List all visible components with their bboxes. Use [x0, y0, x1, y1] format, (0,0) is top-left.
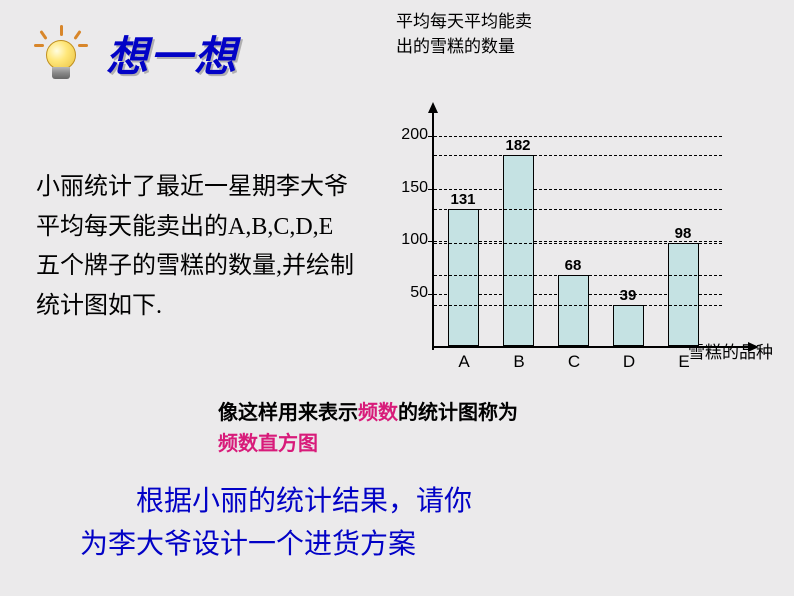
- bar-value-label: 182: [498, 137, 538, 154]
- bar-top-dash: [434, 243, 722, 244]
- y-tick-label: 100: [396, 231, 428, 249]
- y-axis-arrow-icon: [428, 102, 438, 113]
- x-category-label: C: [559, 352, 589, 372]
- y-tick-label: 200: [396, 126, 428, 144]
- header: 想一想: [36, 22, 238, 84]
- bar: [503, 155, 534, 346]
- bar-chart: 平均每天平均能卖 出的雪糕的数量 雪糕的品种 50100150200131A18…: [386, 10, 776, 370]
- y-tick-label: 50: [396, 284, 428, 302]
- bar-top-dash: [434, 275, 722, 276]
- x-category-label: D: [614, 352, 644, 372]
- lightbulb-icon: [36, 22, 86, 84]
- bar-value-label: 39: [608, 287, 648, 304]
- desc-emph2: 频数直方图: [218, 433, 318, 455]
- bar-value-label: 68: [553, 257, 593, 274]
- chart-y-title: 平均每天平均能卖 出的雪糕的数量: [396, 10, 596, 59]
- bar-value-label: 98: [663, 225, 703, 242]
- bar-top-dash: [434, 209, 722, 210]
- x-category-label: E: [669, 352, 699, 372]
- desc-t2: 的统计图称为: [398, 402, 518, 424]
- footer-l2: 为李大爷设计一个进货方案: [80, 529, 416, 560]
- bar: [613, 305, 644, 346]
- grid-line: [434, 189, 722, 190]
- grid-line: [434, 136, 722, 137]
- x-axis-arrow-icon: [748, 342, 759, 352]
- y-tick-label: 150: [396, 179, 428, 197]
- bar: [558, 275, 589, 346]
- desc-emph1: 频数: [358, 402, 398, 424]
- chart-title-line2: 出的雪糕的数量: [396, 37, 515, 56]
- chart-plot: 50100150200131A182B68C39D98E: [386, 70, 766, 360]
- bar: [448, 209, 479, 346]
- bar-value-label: 131: [443, 191, 483, 208]
- y-axis: [432, 110, 434, 350]
- chart-title-line1: 平均每天平均能卖: [396, 12, 532, 31]
- footer-l1: 根据小丽的统计结果，请你: [80, 486, 472, 517]
- x-axis: [432, 346, 752, 348]
- page-title: 想一想: [106, 23, 238, 84]
- x-category-label: B: [504, 352, 534, 372]
- bar-top-dash: [434, 305, 722, 306]
- bar: [668, 243, 699, 346]
- bar-top-dash: [434, 155, 722, 156]
- desc-t1: 像这样用来表示: [218, 402, 358, 424]
- x-category-label: A: [449, 352, 479, 372]
- description: 像这样用来表示频数的统计图称为 频数直方图: [218, 398, 518, 460]
- body-paragraph: 小丽统计了最近一星期李大爷平均每天能卖出的A,B,C,D,E五个牌子的雪糕的数量…: [36, 168, 356, 326]
- footer-text: 根据小丽的统计结果，请你 为李大爷设计一个进货方案: [80, 480, 472, 567]
